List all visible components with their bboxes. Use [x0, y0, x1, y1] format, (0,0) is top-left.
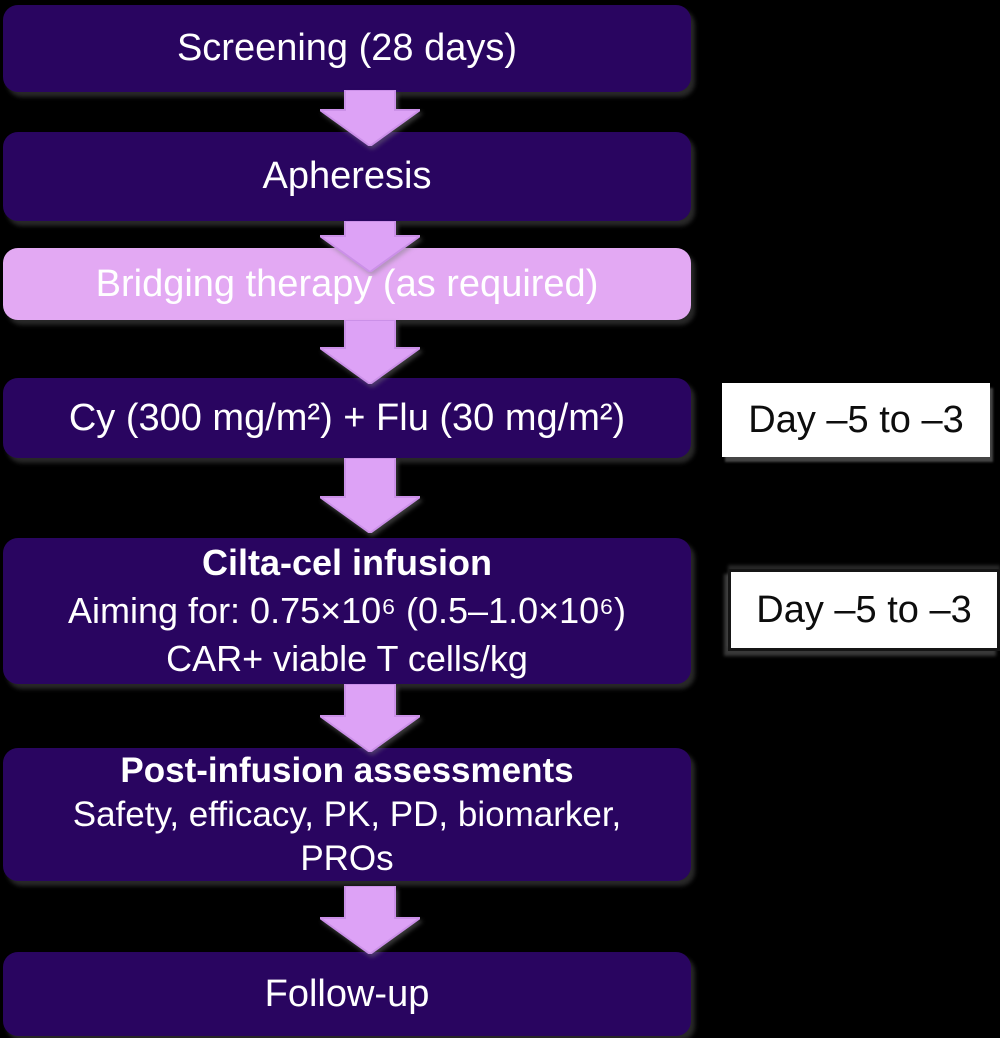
- down-arrow-icon: [320, 90, 420, 146]
- step-label: Apheresis: [262, 155, 432, 198]
- down-arrow-icon: [320, 458, 420, 533]
- timing-label-text: Day –5 to –3: [748, 398, 964, 441]
- flow-step-bridging-therapy: Bridging therapy (as required): [3, 248, 691, 320]
- flow-step-cilta-cel-infusion: Cilta-cel infusion Aiming for: 0.75×10⁶ …: [3, 538, 691, 684]
- down-arrow-icon: [320, 221, 420, 272]
- step-title: Post-infusion assessments: [120, 750, 574, 790]
- step-detail: CAR+ viable T cells/kg: [166, 638, 528, 679]
- step-label: Screening (28 days): [176, 27, 518, 70]
- timing-label-text: Day –5 to –3: [756, 588, 972, 631]
- flow-step-screening: Screening (28 days): [3, 5, 691, 92]
- flow-step-apheresis: Apheresis: [3, 132, 691, 221]
- flow-step-lymphodepletion: Cy (300 mg/m²) + Flu (30 mg/m²): [3, 378, 691, 458]
- timing-label-lymphodepletion: Day –5 to –3: [722, 383, 990, 457]
- timing-label-infusion: Day –5 to –3: [728, 569, 1000, 651]
- flow-step-follow-up: Follow-up: [3, 952, 691, 1036]
- step-detail: PROs: [300, 838, 394, 878]
- step-label: Cy (300 mg/m²) + Flu (30 mg/m²): [68, 396, 626, 439]
- step-title: Cilta-cel infusion: [201, 542, 493, 583]
- step-label: Follow-up: [264, 972, 430, 1015]
- flow-step-post-infusion-assessments: Post-infusion assessments Safety, effica…: [3, 748, 691, 881]
- step-label: Bridging therapy (as required): [95, 262, 599, 305]
- down-arrow-icon: [320, 684, 420, 752]
- down-arrow-icon: [320, 886, 420, 954]
- down-arrow-icon: [320, 320, 420, 384]
- step-detail: Safety, efficacy, PK, PD, biomarker,: [72, 794, 622, 834]
- step-detail: Aiming for: 0.75×10⁶ (0.5–1.0×10⁶): [68, 590, 626, 631]
